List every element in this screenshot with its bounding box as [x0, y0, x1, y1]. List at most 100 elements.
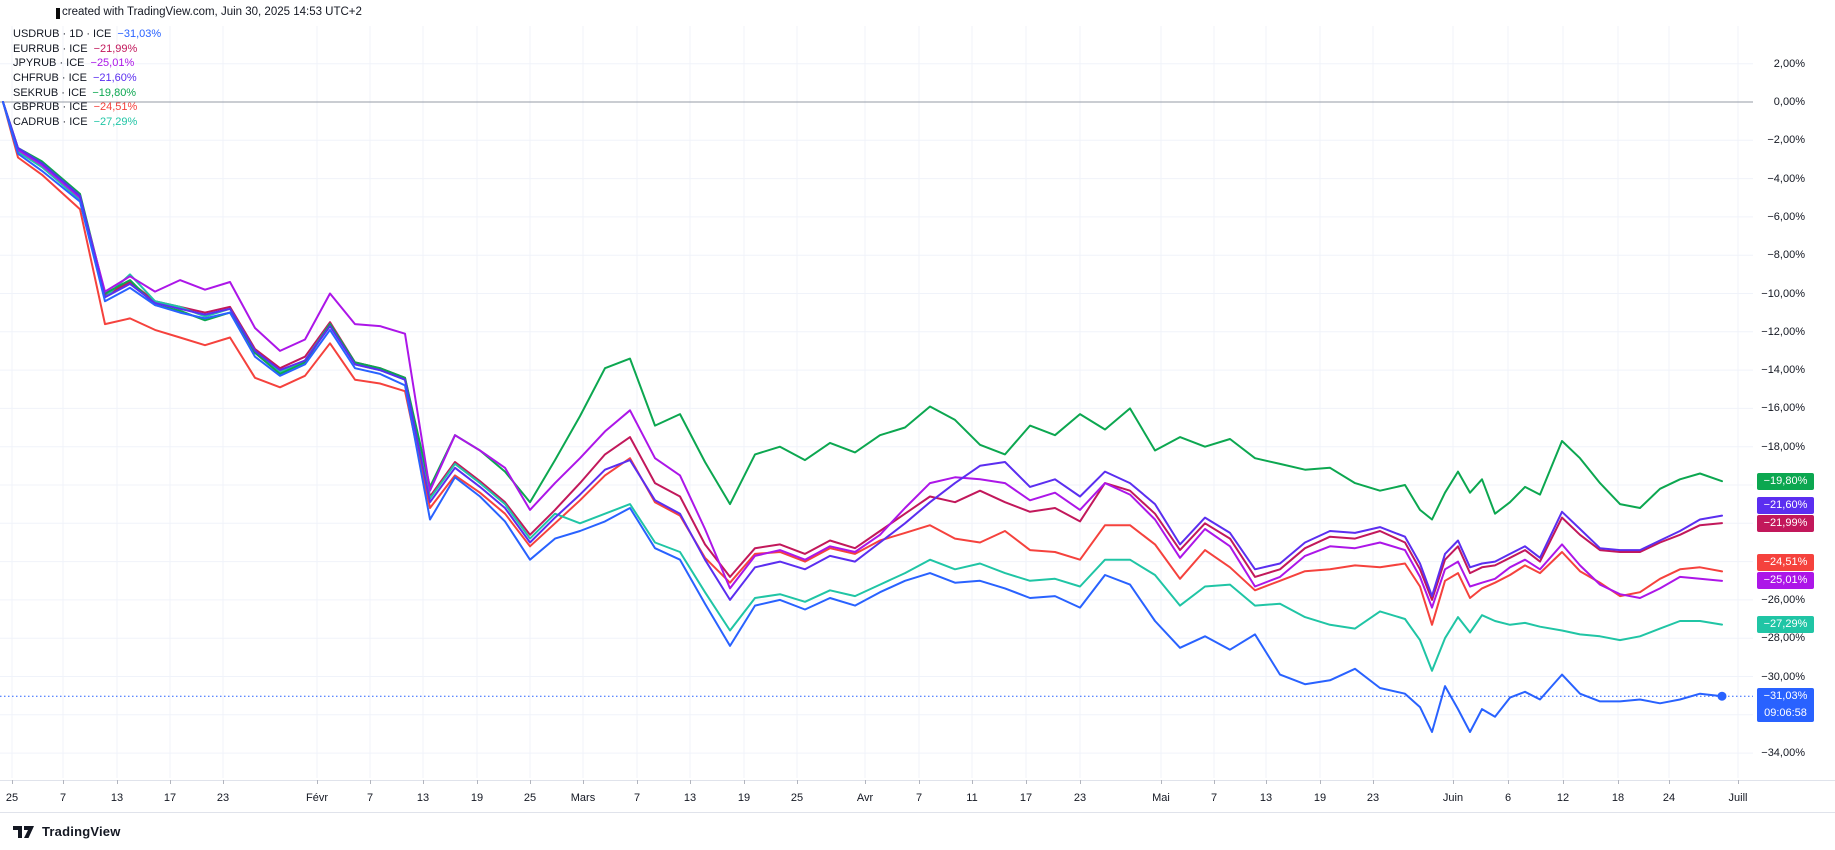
- time-axis-tickmark: [1266, 780, 1267, 784]
- time-axis-tickmark: [477, 780, 478, 784]
- time-axis-day-label: 19: [1313, 792, 1327, 804]
- legend-row-sekrub[interactable]: SEKRUB · ICE −19,80%: [13, 85, 161, 100]
- price-axis-label: −28,00%: [1761, 632, 1805, 645]
- time-axis-day-label: 7: [366, 792, 374, 804]
- time-axis-tickmark: [1161, 780, 1162, 784]
- time-axis-day-label: 24: [1662, 792, 1676, 804]
- legend-symbol-title: GBPRUB · ICE: [13, 101, 88, 114]
- price-badge-jpyrub: −25,01%: [1757, 572, 1814, 590]
- time-axis-tickmark: [1508, 780, 1509, 784]
- legend-change-value: −27,29%: [93, 115, 138, 128]
- time-axis-day-label: 7: [915, 792, 923, 804]
- legend-change-value: −19,80%: [92, 86, 137, 99]
- legend-symbol-title: JPYRUB · ICE: [13, 57, 85, 70]
- time-axis-day-label: 19: [737, 792, 751, 804]
- series-chfrub-line[interactable]: [2, 101, 1723, 601]
- time-axis-tickmark: [583, 780, 584, 784]
- time-axis-tickmark: [1026, 780, 1027, 784]
- time-axis-day-label: 7: [633, 792, 641, 804]
- time-axis-tickmark: [972, 780, 973, 784]
- badge-price-value: −19,80%: [1763, 474, 1808, 487]
- series-gbprub-line[interactable]: [2, 101, 1723, 626]
- legend-row-gbprub[interactable]: GBPRUB · ICE −24,51%: [13, 100, 161, 115]
- time-axis-day-label: 18: [1611, 792, 1625, 804]
- legend-symbol-title: CHFRUB · ICE: [13, 72, 87, 85]
- time-axis-month-label: Févr: [306, 792, 328, 804]
- price-axis-label: −14,00%: [1761, 364, 1805, 377]
- price-badge-sekrub: −19,80%: [1757, 472, 1814, 490]
- legend-change-value: −24,51%: [93, 101, 138, 114]
- time-axis-tickmark: [1669, 780, 1670, 784]
- series-jpyrub-line[interactable]: [2, 101, 1723, 609]
- price-axis-label: −12,00%: [1761, 325, 1805, 338]
- time-axis-tickmark: [1618, 780, 1619, 784]
- series-eurrub-line[interactable]: [2, 101, 1723, 601]
- legend-row-eurrub[interactable]: EURRUB · ICE −21,99%: [13, 42, 161, 57]
- price-axis-label: −2,00%: [1767, 134, 1805, 147]
- legend-symbol-title: SEKRUB · ICE: [13, 86, 87, 99]
- badge-price-value: −21,60%: [1763, 498, 1808, 511]
- price-badge-chfrub: −21,60%: [1757, 496, 1814, 514]
- time-axis-day-label: 25: [790, 792, 804, 804]
- tradingview-logo[interactable]: TradingView: [13, 824, 121, 839]
- legend-row-cadrub[interactable]: CADRUB · ICE −27,29%: [13, 115, 161, 130]
- price-axis-label: −30,00%: [1761, 670, 1805, 683]
- redaction-mark: [56, 8, 60, 19]
- price-badge-eurrub: −21,99%: [1757, 514, 1814, 532]
- price-axis-label: 0,00%: [1773, 96, 1805, 108]
- time-axis-day-label: 13: [1259, 792, 1273, 804]
- price-badge-cadrub: −27,29%: [1757, 616, 1814, 634]
- time-axis-day-label: 7: [1210, 792, 1218, 804]
- time-axis-tickmark: [1214, 780, 1215, 784]
- legend-row-usdrub[interactable]: USDRUB · 1D · ICE −31,03%: [13, 27, 161, 42]
- time-axis-day-label: 23: [1073, 792, 1087, 804]
- time-axis-tickmark: [317, 780, 318, 784]
- time-axis-day-label: 7: [59, 792, 67, 804]
- tradingview-logo-icon: [13, 825, 34, 838]
- legend-change-value: −25,01%: [90, 57, 135, 70]
- price-axis-label: −16,00%: [1761, 402, 1805, 415]
- time-axis-tickmark: [423, 780, 424, 784]
- series-usdrub-line[interactable]: [2, 101, 1723, 733]
- price-axis-label: −10,00%: [1761, 287, 1805, 300]
- time-axis-tickmark: [1738, 780, 1739, 784]
- time-axis-tickmark: [370, 780, 371, 784]
- badge-price-value: −31,03%: [1763, 689, 1808, 702]
- legend-row-chfrub[interactable]: CHFRUB · ICE −21,60%: [13, 71, 161, 86]
- time-axis-month-label: Mars: [570, 792, 596, 804]
- price-axis-label: −6,00%: [1767, 210, 1805, 223]
- time-axis-top-border: [0, 780, 1835, 781]
- time-axis-month-label: Juin: [1442, 792, 1464, 804]
- legend-symbol-title: USDRUB · 1D · ICE: [13, 28, 112, 41]
- time-axis-tickmark: [1373, 780, 1374, 784]
- price-axis-label: −34,00%: [1761, 747, 1805, 760]
- tradingview-logo-text: TradingView: [42, 824, 121, 839]
- time-axis-day-label: 23: [216, 792, 230, 804]
- time-axis-month-label: Mai: [1152, 792, 1170, 804]
- footer-top-border: [0, 812, 1835, 813]
- price-axis-label: −4,00%: [1767, 172, 1805, 185]
- time-axis-month-label: Juill: [1728, 792, 1748, 804]
- legend-change-value: −31,03%: [117, 28, 162, 41]
- countdown-timer: 09:06:58: [1764, 706, 1807, 719]
- time-axis-tickmark: [530, 780, 531, 784]
- series-sekrub-line[interactable]: [2, 101, 1723, 521]
- legend-change-value: −21,60%: [92, 72, 137, 85]
- time-axis-day-label: 17: [1019, 792, 1033, 804]
- time-axis-day-label: 25: [5, 792, 19, 804]
- time-axis-tickmark: [865, 780, 866, 784]
- time-axis-tickmark: [223, 780, 224, 784]
- time-axis-tickmark: [12, 780, 13, 784]
- legend-row-jpyrub[interactable]: JPYRUB · ICE −25,01%: [13, 56, 161, 71]
- time-axis-day-label: 17: [163, 792, 177, 804]
- time-axis-day-label: 6: [1504, 792, 1512, 804]
- time-axis-tickmark: [117, 780, 118, 784]
- last-price-dot: [1717, 691, 1727, 701]
- legend-symbol-title: CADRUB · ICE: [13, 115, 88, 128]
- badge-price-value: −27,29%: [1763, 618, 1808, 631]
- price-badge-usdrub: −31,03% 09:06:58: [1757, 687, 1814, 722]
- time-axis-tickmark: [919, 780, 920, 784]
- time-axis-tickmark: [637, 780, 638, 784]
